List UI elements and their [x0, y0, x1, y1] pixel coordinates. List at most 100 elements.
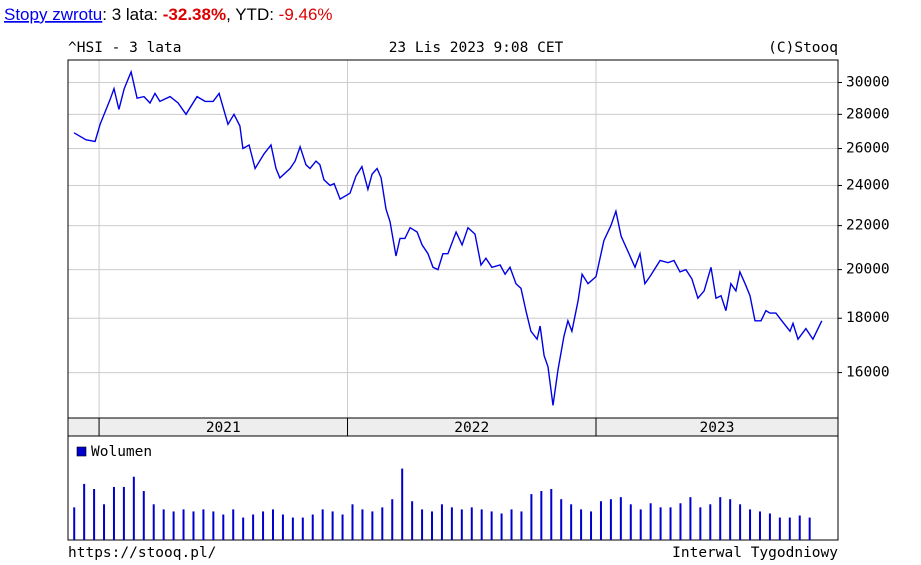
volume-bar: [689, 497, 692, 540]
volume-bar: [172, 511, 175, 540]
volume-bar: [440, 504, 443, 540]
volume-bar: [520, 511, 523, 540]
volume-bar: [460, 509, 463, 540]
volume-bar: [699, 507, 702, 540]
volume-bar: [659, 507, 662, 540]
volume-bar: [281, 514, 284, 540]
y-tick-label: 16000: [846, 365, 890, 381]
volume-bar: [142, 491, 145, 540]
volume-bar: [510, 509, 513, 540]
volume-bar: [321, 509, 324, 540]
volume-bar: [669, 507, 672, 540]
returns-link[interactable]: Stopy zwrotu: [4, 5, 102, 24]
ytd-return: -9.46%: [279, 5, 333, 24]
volume-bar: [192, 511, 195, 540]
volume-bar: [758, 511, 761, 540]
volume-bar: [112, 486, 115, 540]
x-tick-label: 2021: [206, 420, 241, 436]
volume-bar: [480, 509, 483, 540]
volume-bar: [152, 504, 155, 540]
volume-bar: [788, 517, 791, 540]
legend-label: Wolumen: [91, 444, 152, 460]
volume-bar: [719, 497, 722, 540]
volume-bar: [411, 501, 414, 540]
price-frame-top: [67, 59, 839, 419]
volume-bar: [560, 499, 563, 540]
volume-bar: [391, 499, 394, 540]
volume-bar: [262, 511, 265, 540]
y-tick-label: 26000: [846, 141, 890, 157]
volume-bar: [679, 503, 682, 540]
volume-bar: [808, 517, 811, 540]
volume-bar: [739, 504, 742, 540]
volume-frame: [67, 435, 839, 541]
y-tick-label: 22000: [846, 218, 890, 234]
volume-bar: [540, 491, 543, 540]
chart-source: (C)Stooq: [768, 40, 838, 56]
y-tick-label: 28000: [846, 106, 890, 122]
volume-bar: [341, 514, 344, 540]
volume-bar: [222, 514, 225, 540]
legend-swatch: [76, 446, 87, 457]
volume-bar: [202, 509, 205, 540]
volume-bar: [500, 513, 503, 540]
volume-bar: [609, 499, 612, 540]
y-tick-label: 18000: [846, 310, 890, 326]
volume-bar: [103, 504, 106, 540]
chart-date: 23 Lis 2023 9:08 CET: [389, 40, 564, 56]
volume-bar: [768, 513, 771, 540]
footer-interval: Interwal Tygodniowy: [672, 545, 838, 561]
volume-bar: [629, 504, 632, 540]
price-line: [73, 69, 823, 406]
chart-title: ^HSI - 3 lata: [68, 40, 182, 56]
volume-bar: [271, 509, 274, 540]
returns-header: Stopy zwrotu: 3 lata: -32.38%, YTD: -9.4…: [4, 5, 333, 24]
volume-bar: [93, 489, 96, 540]
volume-bar: [490, 511, 493, 540]
volume-bar: [709, 504, 712, 540]
volume-bar: [778, 517, 781, 540]
x-tick-label: 2022: [454, 420, 489, 436]
y-tick-label: 30000: [846, 75, 890, 91]
volume-bar: [291, 517, 294, 540]
y-tick-label: 24000: [846, 177, 890, 193]
volume-bar: [550, 489, 553, 540]
volume-bar: [599, 501, 602, 540]
volume-bar: [729, 499, 732, 540]
volume-bar: [450, 507, 453, 540]
ytd-label: , YTD:: [226, 5, 279, 24]
volume-bar: [132, 476, 135, 540]
volume-bar: [401, 468, 404, 540]
volume-bar: [371, 511, 374, 540]
y-tick-label: 20000: [846, 262, 890, 278]
period-return: -32.38%: [163, 5, 226, 24]
volume-bar: [232, 509, 235, 540]
volume-bar: [122, 486, 125, 540]
volume-bar: [580, 509, 583, 540]
volume-bar: [421, 509, 424, 540]
volume-bar: [470, 507, 473, 540]
volume-bar: [351, 504, 354, 540]
footer-url: https://stooq.pl/: [68, 545, 216, 561]
plot-layer: 16000 18000 20000 22000 24000 26000 28000 30000…: [67, 59, 890, 540]
volume-bar: [83, 483, 86, 540]
volume-bar: [331, 511, 334, 540]
volume-bar: [182, 509, 185, 540]
period-label: : 3 lata:: [102, 5, 162, 24]
volume-bar: [212, 511, 215, 540]
volume-bar: [619, 497, 622, 540]
volume-bar: [73, 507, 76, 540]
volume-bar: [361, 509, 364, 540]
volume-bar: [649, 503, 652, 540]
volume-bar: [252, 514, 255, 540]
volume-bar: [570, 504, 573, 540]
volume-bar: [431, 511, 434, 540]
volume-bar: [749, 509, 752, 540]
volume-bar: [639, 509, 642, 540]
volume-bar: [311, 514, 314, 540]
volume-bar: [590, 511, 593, 540]
volume-bar: [530, 494, 533, 540]
volume-bar: [301, 517, 304, 540]
x-tick-label: 2023: [700, 420, 735, 436]
